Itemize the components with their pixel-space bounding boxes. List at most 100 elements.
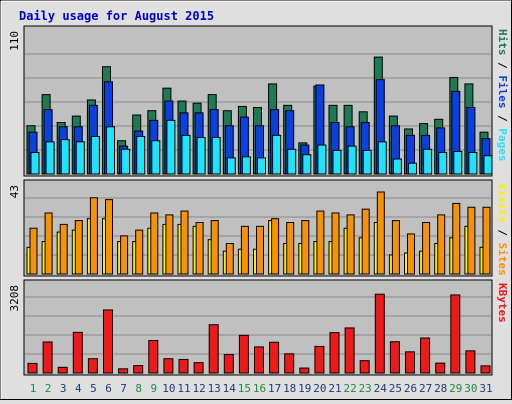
day-label: 25 (389, 382, 402, 395)
sites-bar (74, 220, 83, 275)
kbytes-bar (269, 341, 280, 374)
day-label: 2 (45, 382, 52, 395)
chart-title: Daily usage for August 2015 (19, 9, 214, 23)
pages-bar (106, 126, 115, 175)
day-label: 15 (238, 382, 251, 395)
kbytes-bar (103, 309, 113, 374)
kbytes-bar (405, 351, 415, 374)
sites-bar (135, 229, 144, 275)
kbytes-bar (284, 353, 295, 374)
legend-item-pages: Pages (496, 128, 509, 161)
pages-bar (211, 137, 221, 175)
sites-bar (286, 222, 295, 275)
day-label: 31 (479, 382, 492, 395)
kbytes-bar (450, 294, 461, 374)
pages-bar (332, 149, 342, 175)
kbytes-bar (465, 350, 476, 374)
kbytes-bar (420, 337, 431, 374)
legend: KBytes (496, 283, 509, 323)
kbytes-bar (178, 358, 189, 374)
legend-separator: / (496, 223, 509, 243)
pages-bar (408, 162, 417, 175)
sites-bar (361, 208, 370, 275)
axis-max-label: 43 (8, 185, 21, 198)
sites-bar (120, 235, 129, 275)
hits-files-pages-panel: 110 Hits / Files / Pages (8, 25, 509, 177)
legend-separator: / (496, 56, 509, 76)
sites-bar (271, 218, 280, 275)
legend: Hits / Files / Pages (496, 29, 509, 162)
kbytes-bar (359, 360, 370, 374)
pages-bar (468, 152, 478, 175)
pages-bar (362, 149, 372, 175)
legend: Visits / Sites (496, 183, 509, 276)
legend-item-visits: Visits (496, 183, 509, 223)
pages-bar (257, 157, 266, 175)
day-label: 5 (90, 382, 97, 395)
sites-bar (150, 212, 159, 275)
legend-item-files: Files (496, 75, 509, 108)
day-label: 18 (283, 382, 296, 395)
kbytes-bar (148, 339, 159, 374)
sites-bar (301, 220, 310, 275)
day-label: 11 (177, 382, 190, 395)
day-label: 30 (464, 382, 477, 395)
kbytes-bar (87, 358, 98, 374)
sites-bar (391, 220, 400, 275)
day-label: 19 (298, 382, 311, 395)
kbytes-bar (374, 293, 385, 374)
kbytes-bar (57, 366, 68, 374)
day-label: 13 (208, 382, 221, 395)
pages-bar (181, 134, 191, 175)
legend-item-sites: Sites (496, 243, 509, 276)
pages-bar (272, 134, 282, 175)
day-label: 14 (223, 382, 237, 395)
axis-max-label: 110 (8, 31, 21, 51)
legend-item-hits: Hits (496, 29, 509, 56)
pages-bar (438, 152, 448, 175)
kbytes-bar (193, 362, 204, 374)
pages-bar (75, 141, 85, 175)
kbytes-bar (118, 368, 129, 374)
day-label: 6 (105, 382, 112, 395)
sites-bar (210, 220, 219, 275)
day-label: 1 (30, 382, 37, 395)
kbytes-bar (72, 331, 83, 374)
day-label: 21 (328, 382, 341, 395)
sites-bar (316, 210, 325, 275)
sites-bar (240, 225, 249, 275)
sites-bar (225, 242, 234, 275)
pages-bar (377, 141, 387, 175)
day-label: 8 (135, 382, 142, 395)
sites-bar (105, 199, 113, 275)
sites-bar (195, 222, 204, 275)
day-label: 9 (150, 382, 157, 395)
day-label: 20 (313, 382, 326, 395)
day-labels: 1 2 3 4 5 6 7 8 9 10 11 12 13 14 15 16 17 18 19 20 21 22 23 24 2… (30, 382, 493, 395)
sites-bar (256, 225, 264, 275)
sites-bar (331, 212, 340, 275)
sites-bar (422, 222, 431, 275)
day-label: 16 (253, 382, 266, 395)
kbytes-bar (163, 358, 174, 374)
pages-bar (121, 148, 131, 175)
day-label: 27 (419, 382, 432, 395)
kbytes-bar (254, 346, 264, 374)
sites-bar (437, 214, 446, 275)
pages-bar (453, 150, 463, 175)
kbytes-panel: 3208 KBytes (8, 279, 509, 376)
pages-bar (90, 135, 100, 175)
sites-bar (59, 223, 68, 275)
day-label: 7 (120, 382, 127, 395)
pages-bar (347, 145, 357, 175)
day-label: 4 (75, 382, 82, 395)
kbytes-bar (480, 365, 491, 374)
pages-bar (483, 155, 493, 175)
pages-bar (392, 158, 402, 175)
kbytes-bar (223, 354, 234, 374)
day-label: 10 (162, 382, 175, 395)
sites-bar (376, 191, 385, 275)
day-label: 26 (404, 382, 417, 395)
day-label: 24 (374, 382, 388, 395)
